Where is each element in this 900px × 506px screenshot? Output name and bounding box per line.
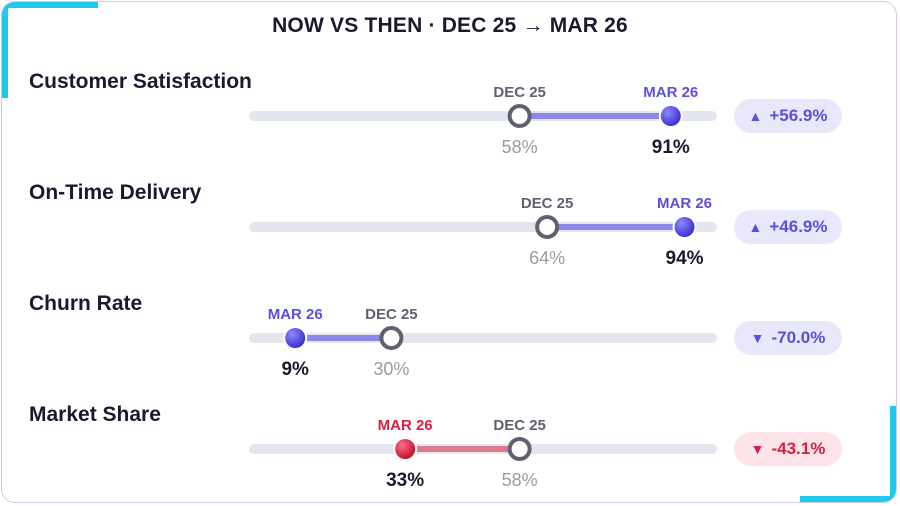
row-label-customer-satisfaction: Customer Satisfaction bbox=[29, 70, 252, 93]
now-marker-customer-satisfaction bbox=[660, 106, 681, 126]
change-arrow-icon: ▼ bbox=[750, 441, 765, 457]
row-label-churn-rate: Churn Rate bbox=[29, 292, 143, 315]
then-marker-churn-rate bbox=[379, 326, 404, 350]
change-badge-on-time-delivery: ▲ +46.9% bbox=[734, 210, 842, 244]
then-value-on-time-delivery: 64% bbox=[529, 248, 565, 268]
now-value-customer-satisfaction: 91% bbox=[652, 137, 690, 158]
then-marker-customer-satisfaction bbox=[507, 104, 532, 128]
then-value-market-share: 58% bbox=[502, 470, 538, 490]
corner-accent-bottom-right bbox=[800, 496, 896, 502]
row-label-on-time-delivery: On-Time Delivery bbox=[29, 181, 202, 204]
corner-accent-top-left-vertical bbox=[2, 2, 8, 98]
then-value-churn-rate: 30% bbox=[373, 359, 409, 379]
then-value-customer-satisfaction: 58% bbox=[502, 137, 538, 157]
change-value: -43.1% bbox=[771, 439, 826, 458]
now-marker-on-time-delivery bbox=[674, 217, 695, 237]
chart-title: NOW VS THEN · DEC 25 → MAR 26 bbox=[272, 14, 628, 37]
then-label-customer-satisfaction: DEC 25 bbox=[493, 84, 546, 101]
change-arrow-icon: ▲ bbox=[748, 108, 763, 124]
then-label-churn-rate: DEC 25 bbox=[365, 306, 418, 323]
change-value: -70.0% bbox=[771, 328, 826, 347]
change-badge-churn-rate: ▼ -70.0% bbox=[734, 321, 842, 355]
then-marker-market-share bbox=[507, 437, 532, 461]
now-label-churn-rate: MAR 26 bbox=[268, 306, 323, 323]
change-value: +56.9% bbox=[769, 106, 828, 125]
then-marker-on-time-delivery bbox=[535, 215, 560, 239]
now-value-on-time-delivery: 94% bbox=[666, 248, 704, 269]
row-label-market-share: Market Share bbox=[29, 403, 161, 426]
change-value: +46.9% bbox=[769, 217, 828, 236]
change-arrow-icon: ▼ bbox=[750, 330, 765, 346]
corner-accent-bottom-right-vertical bbox=[890, 406, 896, 502]
now-marker-churn-rate bbox=[285, 328, 306, 348]
corner-accent-top-left bbox=[2, 2, 98, 8]
change-badge-customer-satisfaction: ▲ +56.9% bbox=[734, 99, 842, 133]
change-arrow-icon: ▲ bbox=[748, 219, 763, 235]
now-value-market-share: 33% bbox=[386, 470, 424, 491]
now-label-customer-satisfaction: MAR 26 bbox=[643, 84, 698, 101]
now-label-market-share: MAR 26 bbox=[378, 417, 433, 434]
then-label-market-share: DEC 25 bbox=[493, 417, 546, 434]
change-badge-market-share: ▼ -43.1% bbox=[734, 432, 842, 466]
now-marker-market-share bbox=[395, 439, 416, 459]
now-value-churn-rate: 9% bbox=[281, 359, 309, 380]
then-label-on-time-delivery: DEC 25 bbox=[521, 195, 574, 212]
now-label-on-time-delivery: MAR 26 bbox=[657, 195, 712, 212]
